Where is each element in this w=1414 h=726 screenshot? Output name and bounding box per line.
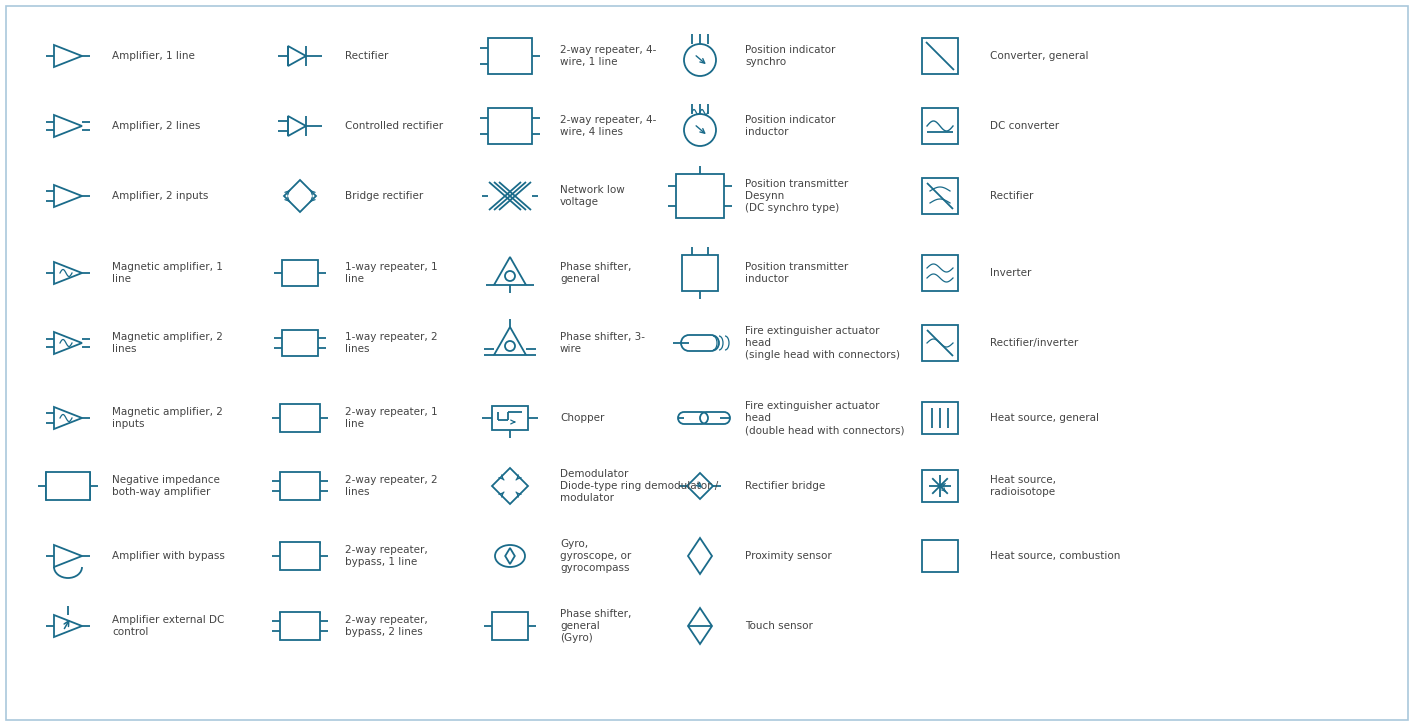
Bar: [922, 108, 959, 144]
Text: Amplifier, 2 inputs: Amplifier, 2 inputs: [112, 191, 208, 201]
Text: Fire extinguisher actuator
head
(double head with connectors): Fire extinguisher actuator head (double …: [745, 401, 905, 436]
Text: Magnetic amplifier, 2
inputs: Magnetic amplifier, 2 inputs: [112, 407, 223, 429]
Text: Phase shifter,
general
(Gyro): Phase shifter, general (Gyro): [560, 608, 632, 643]
Text: DC converter: DC converter: [990, 121, 1059, 131]
Text: Magnetic amplifier, 2
lines: Magnetic amplifier, 2 lines: [112, 332, 223, 354]
Text: 2-way repeater,
bypass, 2 lines: 2-way repeater, bypass, 2 lines: [345, 615, 428, 637]
Text: Amplifier, 1 line: Amplifier, 1 line: [112, 51, 195, 61]
Text: Rectifier: Rectifier: [990, 191, 1034, 201]
Bar: [922, 470, 959, 502]
Bar: [281, 330, 318, 356]
Bar: [922, 178, 959, 214]
Text: Negative impedance
both-way amplifier: Negative impedance both-way amplifier: [112, 475, 219, 497]
Bar: [280, 542, 320, 570]
Text: Magnetic amplifier, 1
line: Magnetic amplifier, 1 line: [112, 262, 223, 284]
Text: Rectifier bridge: Rectifier bridge: [745, 481, 826, 491]
Text: Heat source, combustion: Heat source, combustion: [990, 551, 1120, 561]
Text: Position transmitter
inductor: Position transmitter inductor: [745, 262, 848, 284]
Text: 2-way repeater,
bypass, 1 line: 2-way repeater, bypass, 1 line: [345, 544, 428, 567]
Text: 2-way repeater, 4-
wire, 1 line: 2-way repeater, 4- wire, 1 line: [560, 45, 656, 68]
Bar: [922, 255, 959, 291]
Text: Amplifier with bypass: Amplifier with bypass: [112, 551, 225, 561]
Bar: [280, 612, 320, 640]
Text: Position indicator
inductor: Position indicator inductor: [745, 115, 836, 137]
Text: Controlled rectifier: Controlled rectifier: [345, 121, 443, 131]
Bar: [922, 325, 959, 361]
Text: Position transmitter
Desynn
(DC synchro type): Position transmitter Desynn (DC synchro …: [745, 179, 848, 213]
Bar: [488, 108, 532, 144]
Bar: [492, 406, 527, 430]
Text: 1-way repeater, 1
line: 1-way repeater, 1 line: [345, 262, 437, 284]
Bar: [280, 404, 320, 432]
Bar: [922, 402, 959, 434]
Bar: [922, 38, 959, 74]
Text: Rectifier: Rectifier: [345, 51, 389, 61]
Text: Position indicator
synchro: Position indicator synchro: [745, 45, 836, 68]
Bar: [922, 540, 959, 572]
Text: Proximity sensor: Proximity sensor: [745, 551, 831, 561]
Bar: [488, 38, 532, 74]
Text: 2-way repeater, 1
line: 2-way repeater, 1 line: [345, 407, 437, 429]
Text: Phase shifter,
general: Phase shifter, general: [560, 262, 632, 284]
Text: Gyro,
gyroscope, or
gyrocompass: Gyro, gyroscope, or gyrocompass: [560, 539, 631, 574]
Text: Chopper: Chopper: [560, 413, 604, 423]
Text: Amplifier, 2 lines: Amplifier, 2 lines: [112, 121, 201, 131]
Text: 2-way repeater, 2
lines: 2-way repeater, 2 lines: [345, 475, 437, 497]
Bar: [676, 174, 724, 218]
Bar: [47, 472, 90, 500]
Text: Touch sensor: Touch sensor: [745, 621, 813, 631]
Bar: [682, 255, 718, 291]
Text: Heat source, general: Heat source, general: [990, 413, 1099, 423]
Text: Bridge rectifier: Bridge rectifier: [345, 191, 423, 201]
Text: Phase shifter, 3-
wire: Phase shifter, 3- wire: [560, 332, 645, 354]
Bar: [280, 472, 320, 500]
Text: Heat source,
radioisotope: Heat source, radioisotope: [990, 475, 1056, 497]
Text: Converter, general: Converter, general: [990, 51, 1089, 61]
Text: Demodulator
Diode-type ring demodulator /
modulator: Demodulator Diode-type ring demodulator …: [560, 468, 718, 503]
Text: Amplifier external DC
control: Amplifier external DC control: [112, 615, 225, 637]
Text: 2-way repeater, 4-
wire, 4 lines: 2-way repeater, 4- wire, 4 lines: [560, 115, 656, 137]
Text: Inverter: Inverter: [990, 268, 1031, 278]
Text: 1-way repeater, 2
lines: 1-way repeater, 2 lines: [345, 332, 437, 354]
Text: Network low
voltage: Network low voltage: [560, 185, 625, 207]
Text: Rectifier/inverter: Rectifier/inverter: [990, 338, 1079, 348]
Bar: [492, 612, 527, 640]
Text: Fire extinguisher actuator
head
(single head with connectors): Fire extinguisher actuator head (single …: [745, 325, 899, 360]
Bar: [281, 260, 318, 286]
